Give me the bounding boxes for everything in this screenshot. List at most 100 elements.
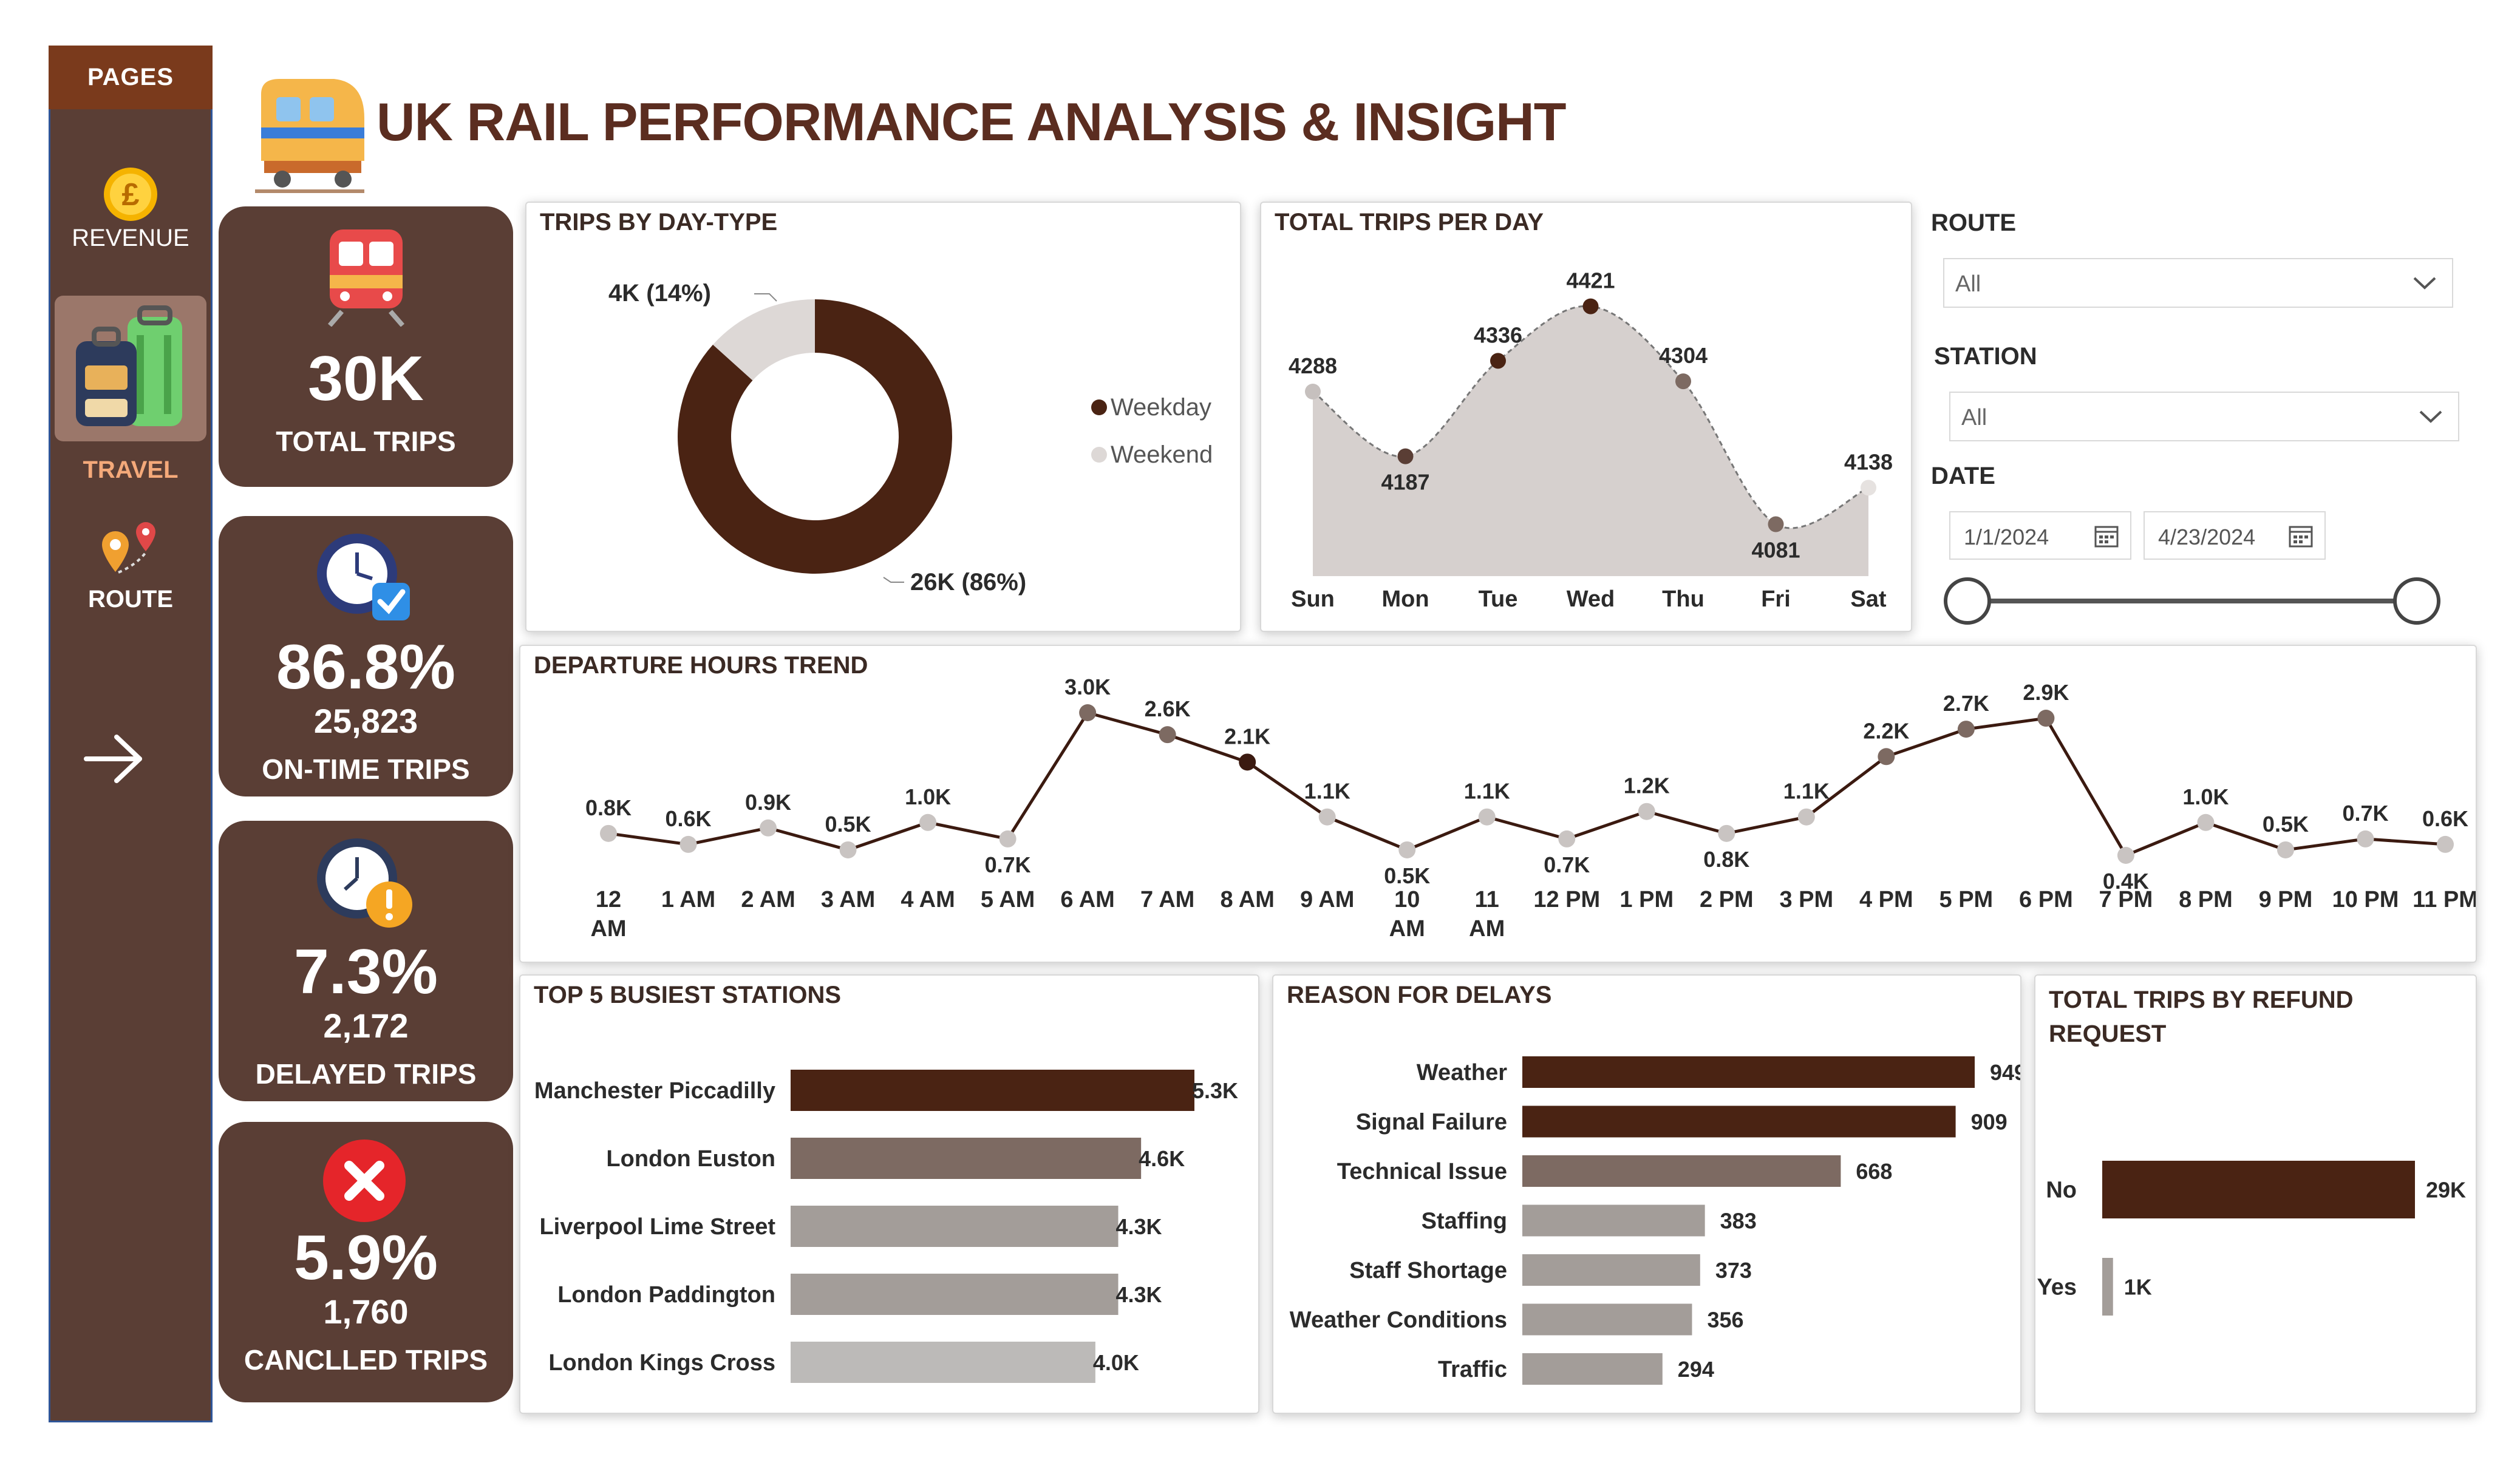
- chevron-down-icon: [2419, 410, 2442, 423]
- x-tick-label: 2 AM: [741, 887, 795, 912]
- train-icon: [255, 79, 364, 193]
- data-point: [679, 835, 697, 853]
- train-front-icon: [327, 229, 405, 327]
- data-label: 2.7K: [1943, 691, 1989, 716]
- bar: [791, 1206, 1119, 1247]
- x-tick-label: 5 PM: [1939, 887, 1994, 912]
- x-tick-label: 8 AM: [1220, 887, 1274, 912]
- data-label: 0.8K: [585, 795, 632, 820]
- chart-title: TOP 5 BUSIEST STATIONS: [534, 982, 842, 1008]
- data-label: 1.2K: [1624, 773, 1670, 798]
- data-label: 0.4K: [2103, 869, 2149, 894]
- bar-value-label: 373: [1715, 1258, 1752, 1283]
- kpi-card-cancelled: 5.9% 1,760 CANCLLED TRIPS: [219, 1122, 513, 1402]
- bar: [1522, 1105, 1956, 1138]
- data-label: 1.1K: [1783, 779, 1830, 804]
- data-label: 0.6K: [2422, 806, 2468, 831]
- x-tick-label: 1 PM: [1619, 887, 1674, 912]
- bar: [1522, 1155, 1841, 1187]
- stations-bar-chart: Manchester Piccadilly 5.3K London Euston 4.…: [534, 1070, 1238, 1383]
- data-point: [919, 813, 937, 831]
- bar-value-label: 294: [1678, 1357, 1714, 1382]
- panel-total-trips-per-day: TOTAL TRIPS PER DAY 4288 Sun 4187 Mon 4336 Tu…: [1260, 202, 1912, 632]
- bar: [1522, 1303, 1692, 1336]
- data-label: 2.6K: [1145, 696, 1191, 721]
- data-label: 0.7K: [2342, 801, 2388, 826]
- bar-category-label: Staff Shortage: [1349, 1258, 1507, 1283]
- bar-category-label: London Paddington: [557, 1282, 775, 1308]
- date-start-value: 1/1/2024: [1964, 525, 2049, 549]
- kpi-on-time-pct: 86.8%: [276, 632, 455, 702]
- chart-title: DEPARTURE HOURS TREND: [534, 652, 868, 679]
- data-label: 0.9K: [745, 790, 791, 815]
- slider-start-handle[interactable]: [1944, 577, 1991, 625]
- sidebar-header: PAGES: [49, 46, 213, 109]
- nav-item-revenue[interactable]: £ REVENUE: [49, 155, 213, 258]
- page-title: UK RAIL PERFORMANCE ANALYSIS & INSIGHT: [376, 92, 1566, 152]
- area-chart: 4288 Sun 4187 Mon 4336 Tue 4421 Wed 4304 Thu 4081 F…: [1289, 268, 1893, 612]
- bar-value-label: 383: [1720, 1209, 1757, 1234]
- kpi-delayed-pct: 7.3%: [293, 937, 438, 1007]
- nav-item-travel[interactable]: [55, 296, 206, 441]
- bar-value-label: 5.3K: [1192, 1078, 1238, 1103]
- calendar-icon[interactable]: [2094, 523, 2119, 549]
- data-point: [1638, 803, 1655, 820]
- kpi-on-time-count: 25,823: [313, 702, 418, 740]
- pound-coin-icon: £: [104, 168, 157, 221]
- x-tick-label: 7 PM: [2099, 887, 2153, 912]
- data-point: [1305, 384, 1321, 399]
- slider-end-handle[interactable]: [2393, 577, 2440, 625]
- kpi-cancelled-count: 1,760: [323, 1292, 409, 1331]
- donut-label-weekday: 26K (86%): [910, 569, 1026, 596]
- bar: [791, 1342, 1095, 1383]
- x-tick-label: 10 PM: [2332, 887, 2399, 912]
- date-start-input[interactable]: 1/1/2024: [1949, 511, 2131, 560]
- kpi-total-trips-label: TOTAL TRIPS: [276, 426, 456, 457]
- x-tick-label: 9 PM: [2259, 887, 2313, 912]
- route-dropdown[interactable]: All: [1943, 258, 2453, 308]
- bar-value-label: 29K: [2426, 1178, 2466, 1203]
- nav-label-revenue: REVENUE: [72, 225, 189, 251]
- station-dropdown[interactable]: All: [1949, 392, 2459, 441]
- bar: [1522, 1204, 1705, 1237]
- chart-title: REASON FOR DELAYS: [1287, 982, 1552, 1008]
- data-point: [2117, 847, 2134, 864]
- data-label: 0.8K: [1703, 847, 1749, 872]
- data-point: [1239, 753, 1256, 771]
- leader-line: [754, 293, 777, 302]
- bar-value-label: 4.3K: [1116, 1214, 1162, 1239]
- panel-trips-by-day-type: TRIPS BY DAY-TYPE 26K (86%) 4K (14%) Weekd…: [525, 202, 1241, 632]
- x-tick-label: Fri: [1761, 586, 1791, 612]
- kpi-card-on-time: 86.8% 25,823 ON-TIME TRIPS: [219, 516, 513, 796]
- bar-category-label: Traffic: [1438, 1357, 1507, 1382]
- data-point: [1718, 824, 1735, 842]
- x-tick-label: Sun: [1291, 586, 1335, 612]
- calendar-icon[interactable]: [2288, 523, 2314, 549]
- data-label: 0.7K: [1544, 852, 1590, 877]
- data-point: [1957, 721, 1975, 738]
- leader-line: [883, 577, 904, 583]
- delays-bar-chart: Weather 949 Signal Failure 909 Technical Iss…: [1290, 1056, 2020, 1385]
- data-label: 0.5K: [2263, 812, 2309, 837]
- date-end-input[interactable]: 4/23/2024: [2144, 511, 2326, 560]
- bar-category-label: Signal Failure: [1356, 1110, 1507, 1135]
- bar: [791, 1070, 1194, 1111]
- kpi-card-delayed: 7.3% 2,172 DELAYED TRIPS: [219, 821, 513, 1101]
- bar-value-label: 4.0K: [1093, 1350, 1139, 1375]
- bar-value-label: 4.6K: [1139, 1146, 1185, 1171]
- nav-label-travel: TRAVEL: [83, 457, 179, 483]
- route-dropdown-value: All: [1955, 271, 1981, 297]
- data-label: 2.9K: [2023, 680, 2069, 705]
- bar-category-label: Weather Conditions: [1290, 1308, 1507, 1333]
- data-point: [1159, 726, 1176, 744]
- x-tick-label: 10: [1394, 887, 1420, 912]
- date-range-slider[interactable]: [1937, 568, 2459, 634]
- bar-category-label: Liverpool Lime Street: [539, 1214, 775, 1240]
- x-tick-label: 9 AM: [1300, 887, 1354, 912]
- x-tick-label: 7 AM: [1140, 887, 1194, 912]
- x-tick-label: 4 PM: [1859, 887, 1913, 912]
- nav-item-route[interactable]: ROUTE: [49, 519, 213, 622]
- bar: [1522, 1254, 1700, 1286]
- legend-label-weekday: Weekday: [1111, 394, 1211, 421]
- arrow-right-icon[interactable]: [79, 728, 152, 789]
